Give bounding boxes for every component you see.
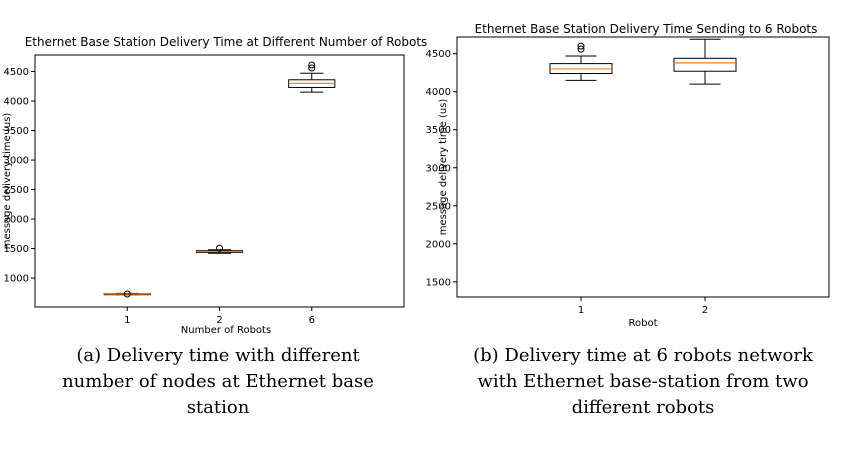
chart-a-plot-area [34,54,405,308]
caption-a: (a) Delivery time with different number … [18,343,418,421]
x-tick-label: 6 [309,315,315,326]
x-tick-label: 1 [578,305,584,316]
caption-b-line: different robots [571,397,715,418]
y-tick-label: 3000 [4,156,29,167]
chart-b-ylabel: message delivery time (us) [438,99,449,236]
y-tick-label: 3500 [426,125,451,136]
y-tick-label: 2500 [426,201,451,212]
y-tick-label: 4500 [426,49,451,60]
caption-a-line: station [186,397,250,418]
caption-b-line: with Ethernet base-station from two [477,371,809,392]
caption-a-line: (a) Delivery time with different [76,345,360,366]
y-tick-label: 2500 [4,185,29,196]
chart-b: Ethernet Base Station Delivery Time Send… [426,22,830,329]
x-tick-label: 2 [216,315,222,326]
outlier-point [577,42,585,50]
y-tick-label: 2000 [4,215,29,226]
outlier-point [308,61,316,69]
chart-b-title: Ethernet Base Station Delivery Time Send… [475,22,818,36]
x-tick-label: 2 [702,305,708,316]
chart-b-xlabel: Robot [628,318,657,329]
outlier-point [308,64,316,72]
y-tick-label: 4500 [4,67,29,78]
y-tick-label: 1500 [426,277,451,288]
y-tick-label: 4000 [4,97,29,108]
caption-b: (b) Delivery time at 6 robots network wi… [430,343,856,421]
y-tick-label: 3000 [426,163,451,174]
chart-b-marks: 1500 2000 2500 3000 3500 4000 4500 1 2 [426,38,737,316]
caption-b-line: (b) Delivery time at 6 robots network [473,345,813,366]
chart-b-plot-area [456,36,830,298]
y-tick-label: 4000 [426,87,451,98]
chart-a-marks: 1000 1500 2000 2500 3000 3500 4000 4500 1 2 6 [4,61,336,326]
chart-a-ylabel: message delivery time (us) [2,113,13,250]
chart-a: Ethernet Base Station Delivery Time at D… [2,35,427,336]
y-tick-label: 1000 [4,274,29,285]
outlier-point [577,45,585,53]
outlier-point [216,244,223,252]
y-tick-label: 2000 [426,239,451,250]
chart-a-title: Ethernet Base Station Delivery Time at D… [25,35,428,49]
chart-a-xlabel: Number of Robots [181,325,271,336]
outlier-point [123,290,131,298]
y-tick-label: 3500 [4,126,29,137]
box-iqr [673,57,737,72]
x-tick-label: 1 [124,315,130,326]
y-tick-label: 1500 [4,244,29,255]
caption-a-line: number of nodes at Ethernet base [62,371,374,392]
